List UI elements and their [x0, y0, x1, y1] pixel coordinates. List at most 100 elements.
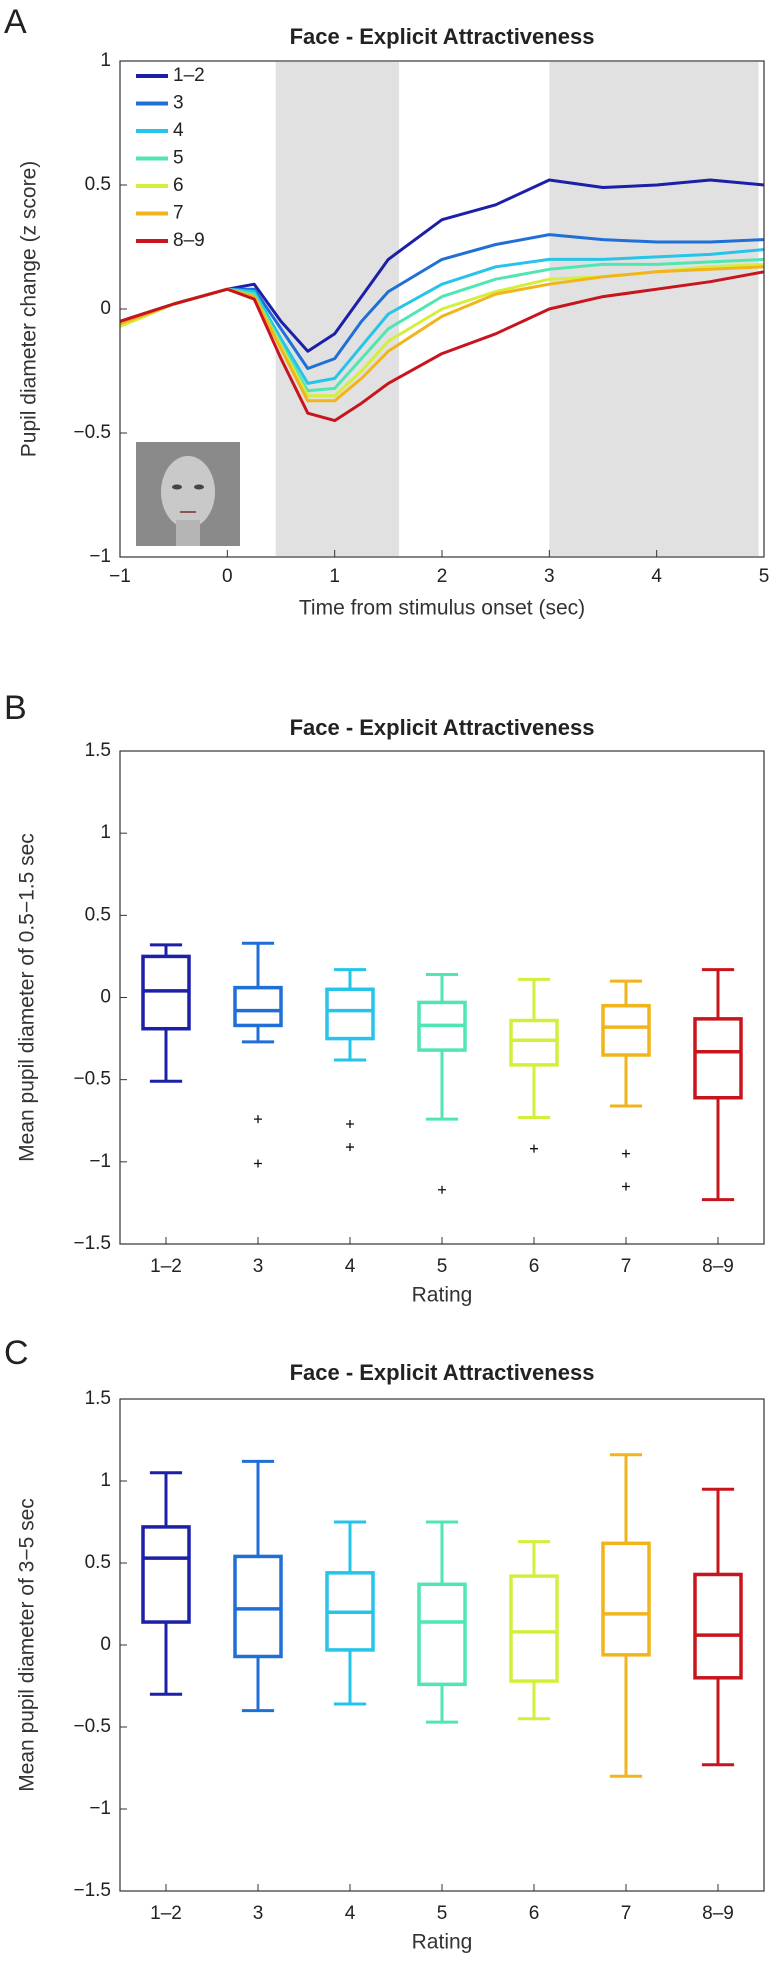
y-tick-label: 0 — [100, 1634, 111, 1655]
x-tick-label: 3 — [544, 566, 555, 587]
y-tick-label: 0.5 — [85, 1552, 111, 1573]
y-axis-label: Mean pupil diameter of 0.5−1.5 sec — [16, 833, 39, 1162]
box — [233, 985, 283, 1028]
y-tick-label: −1.5 — [73, 1233, 111, 1254]
legend-label: 6 — [173, 175, 184, 196]
y-tick-label: −1 — [89, 1798, 111, 1819]
y-tick-label: 0.5 — [85, 904, 111, 925]
y-tick-label: −0.5 — [73, 1716, 111, 1737]
x-tick-label: 4 — [345, 1903, 356, 1924]
box — [417, 1582, 467, 1687]
box — [509, 1574, 559, 1683]
x-tick-label: 3 — [253, 1256, 264, 1277]
panel-label: A — [4, 3, 27, 41]
neck — [176, 520, 200, 546]
x-axis-label: Time from stimulus onset (sec) — [299, 597, 585, 620]
outlier — [622, 1182, 630, 1191]
box — [601, 1003, 651, 1057]
box — [601, 1541, 651, 1657]
x-tick-label: 1 — [329, 566, 340, 587]
y-tick-label: 1.5 — [85, 1388, 111, 1409]
y-tick-label: 0.5 — [85, 174, 111, 195]
x-tick-label: 8–9 — [702, 1903, 734, 1924]
shaded-region — [549, 62, 759, 556]
outlier — [254, 1115, 262, 1124]
box-group — [509, 1540, 559, 1721]
x-tick-label: 0 — [222, 566, 233, 587]
box-group — [233, 941, 283, 1168]
x-tick-label: 1–2 — [150, 1903, 182, 1924]
chart-title: Face - Explicit Attractiveness — [290, 715, 595, 740]
y-axis-label: Mean pupil diameter of 3−5 sec — [16, 1498, 39, 1792]
face — [161, 456, 215, 528]
box-group — [233, 1459, 283, 1713]
chart-title: Face - Explicit Attractiveness — [290, 1360, 595, 1385]
shaded-region — [275, 62, 400, 556]
y-tick-label: −1 — [89, 546, 111, 567]
x-tick-label: 5 — [437, 1256, 448, 1277]
box-group — [601, 1453, 651, 1778]
y-tick-label: 1 — [100, 1470, 111, 1491]
y-tick-label: 1 — [100, 50, 111, 71]
box-group — [325, 968, 375, 1152]
legend-label: 5 — [173, 148, 184, 169]
y-axis-label: Pupil diameter change (z score) — [18, 161, 41, 457]
box-group — [417, 972, 467, 1194]
outlier — [622, 1149, 630, 1158]
x-tick-label: 3 — [253, 1903, 264, 1924]
legend-label: 1–2 — [173, 65, 205, 86]
box-group — [601, 979, 651, 1191]
x-tick-label: 2 — [437, 566, 448, 587]
y-tick-label: 0 — [100, 987, 111, 1008]
panel-label: C — [4, 1334, 29, 1372]
y-tick-label: −1 — [89, 1151, 111, 1172]
y-tick-label: −0.5 — [73, 422, 111, 443]
axes-frame — [119, 1398, 765, 1892]
axes-frame — [119, 60, 765, 558]
eye — [172, 484, 182, 490]
x-tick-label: −1 — [109, 566, 131, 587]
legend: 1–2 3 4 5 6 7 8–9 — [136, 65, 205, 251]
axes-frame — [119, 750, 765, 1245]
box — [233, 1554, 283, 1659]
eye — [194, 484, 204, 490]
box — [325, 987, 375, 1041]
plot-area — [120, 1399, 764, 1891]
box-group — [141, 1471, 191, 1696]
box — [509, 1018, 559, 1067]
x-tick-label: 4 — [651, 566, 662, 587]
box-group — [509, 977, 559, 1153]
x-tick-label: 4 — [345, 1256, 356, 1277]
y-tick-label: −0.5 — [73, 1069, 111, 1090]
box-group — [141, 943, 191, 1083]
panel-label: B — [4, 689, 27, 727]
x-tick-label: 6 — [529, 1903, 540, 1924]
x-tick-label: 1–2 — [150, 1256, 182, 1277]
face-inset — [136, 442, 240, 546]
chart-title: Face - Explicit Attractiveness — [290, 24, 595, 49]
x-tick-label: 7 — [621, 1903, 632, 1924]
series-line — [119, 270, 765, 423]
x-axis-label: Rating — [412, 1284, 473, 1307]
box-group — [693, 968, 743, 1202]
x-tick-label: 8–9 — [702, 1256, 734, 1277]
y-tick-label: 0 — [100, 298, 111, 319]
box-group — [693, 1487, 743, 1767]
x-tick-label: 7 — [621, 1256, 632, 1277]
box-group — [417, 1520, 467, 1724]
outlier — [438, 1185, 446, 1194]
legend-label: 4 — [173, 120, 184, 141]
y-tick-label: 1.5 — [85, 740, 111, 761]
box — [141, 1525, 191, 1624]
outlier — [254, 1159, 262, 1168]
legend-label: 8–9 — [173, 230, 205, 251]
box — [693, 1572, 743, 1680]
y-tick-label: −1.5 — [73, 1880, 111, 1901]
x-tick-label: 5 — [759, 566, 770, 587]
outlier — [530, 1144, 538, 1153]
x-tick-label: 5 — [437, 1903, 448, 1924]
outlier — [346, 1120, 354, 1129]
legend-label: 3 — [173, 93, 184, 114]
x-axis-label: Rating — [412, 1931, 473, 1954]
